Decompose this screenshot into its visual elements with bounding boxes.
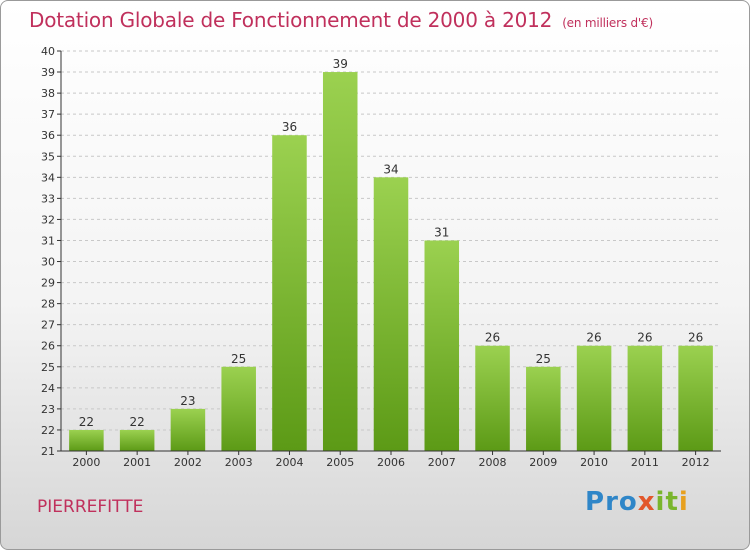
bar: [627, 345, 663, 451]
x-tick-label: 2010: [580, 456, 608, 469]
y-tick-label: 35: [41, 150, 55, 163]
bar-value-label: 25: [536, 352, 551, 366]
y-tick-label: 30: [41, 256, 55, 269]
proxiti-logo: Proxiti: [585, 487, 689, 517]
bar-value-label: 31: [434, 225, 449, 239]
bar-value-label: 26: [637, 331, 652, 345]
bars: 22 22 23 25 36 39 34 31 26 25 26 26 26: [69, 57, 713, 452]
y-tick-label: 22: [41, 424, 55, 437]
logo-letter: r: [605, 487, 619, 517]
y-tick-label: 37: [41, 108, 55, 121]
bar: [576, 345, 612, 451]
x-tick-label: 2009: [529, 456, 557, 469]
bar: [373, 177, 409, 451]
y-tick-label: 25: [41, 361, 55, 374]
x-tick-label: 2003: [225, 456, 253, 469]
bar-value-label: 25: [231, 352, 246, 366]
y-tick-label: 24: [41, 382, 55, 395]
x-tick-label: 2005: [326, 456, 354, 469]
x-tick-label: 2001: [123, 456, 151, 469]
bar-value-label: 26: [688, 331, 703, 345]
commune-name: PIERREFITTE: [37, 497, 144, 517]
title-text: Dotation Globale de Fonctionnement de 20…: [29, 8, 553, 32]
bar-value-label: 39: [333, 57, 348, 71]
y-tick-label: 40: [41, 45, 55, 58]
bar: [69, 429, 104, 451]
unit-note: (en milliers d'€): [562, 16, 653, 30]
x-tick-label: 2002: [174, 456, 202, 469]
x-tick-label: 2006: [377, 456, 405, 469]
x-tick-label: 2008: [479, 456, 507, 469]
x-tick-label: 2012: [682, 456, 710, 469]
y-tick-label: 21: [41, 445, 55, 458]
logo-letter: t: [665, 487, 679, 517]
y-tick-label: 36: [41, 129, 55, 142]
bar-value-label: 22: [130, 415, 145, 429]
bar-value-label: 34: [383, 162, 398, 176]
bar: [221, 366, 256, 451]
bar: [272, 135, 307, 452]
y-tick-label: 31: [41, 234, 55, 247]
x-tick-label: 2000: [72, 456, 100, 469]
bar-value-label: 26: [485, 331, 500, 345]
y-tick-label: 28: [41, 298, 55, 311]
x-tick-label: 2011: [631, 456, 659, 469]
logo-letter: x: [637, 487, 656, 517]
logo-letter: i: [678, 487, 689, 517]
bar: [170, 408, 206, 451]
y-tick-label: 33: [41, 192, 55, 205]
logo-letter: o: [618, 487, 638, 517]
bar: [526, 366, 561, 451]
bar: [322, 72, 358, 451]
chart-title: Dotation Globale de Fonctionnement de 20…: [29, 8, 653, 32]
bar: [424, 240, 460, 451]
y-tick-label: 23: [41, 403, 55, 416]
y-tick-label: 29: [41, 277, 55, 290]
logo-letter: P: [585, 487, 606, 517]
y-tick-label: 32: [41, 213, 55, 226]
y-tick-label: 39: [41, 66, 55, 79]
y-tick-label: 34: [41, 171, 55, 184]
y-tick-label: 27: [41, 319, 55, 332]
bar-value-label: 22: [79, 415, 94, 429]
logo-letter: i: [655, 487, 666, 517]
bar: [678, 345, 713, 451]
bar: [119, 429, 155, 451]
y-axis-ticks: 21 22 23 24 25 26 27 28 29 30 31 32 33 34 35 36 37 38 39 40: [41, 45, 61, 458]
y-tick-label: 38: [41, 87, 55, 100]
y-tick-label: 26: [41, 340, 55, 353]
bar-value-label: 26: [586, 331, 601, 345]
bar-value-label: 23: [180, 394, 195, 408]
x-tick-label: 2007: [428, 456, 456, 469]
x-tick-label: 2004: [275, 456, 303, 469]
bar-value-label: 36: [282, 120, 297, 134]
x-axis-ticks: 2000 2001 2002 2003 2004 2005 2006 2007 2008 2009…: [72, 451, 710, 469]
bar: [475, 345, 510, 451]
